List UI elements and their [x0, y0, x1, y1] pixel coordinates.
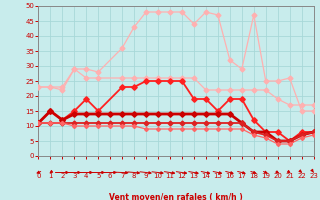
X-axis label: Vent moyen/en rafales ( km/h ): Vent moyen/en rafales ( km/h ) — [109, 193, 243, 200]
